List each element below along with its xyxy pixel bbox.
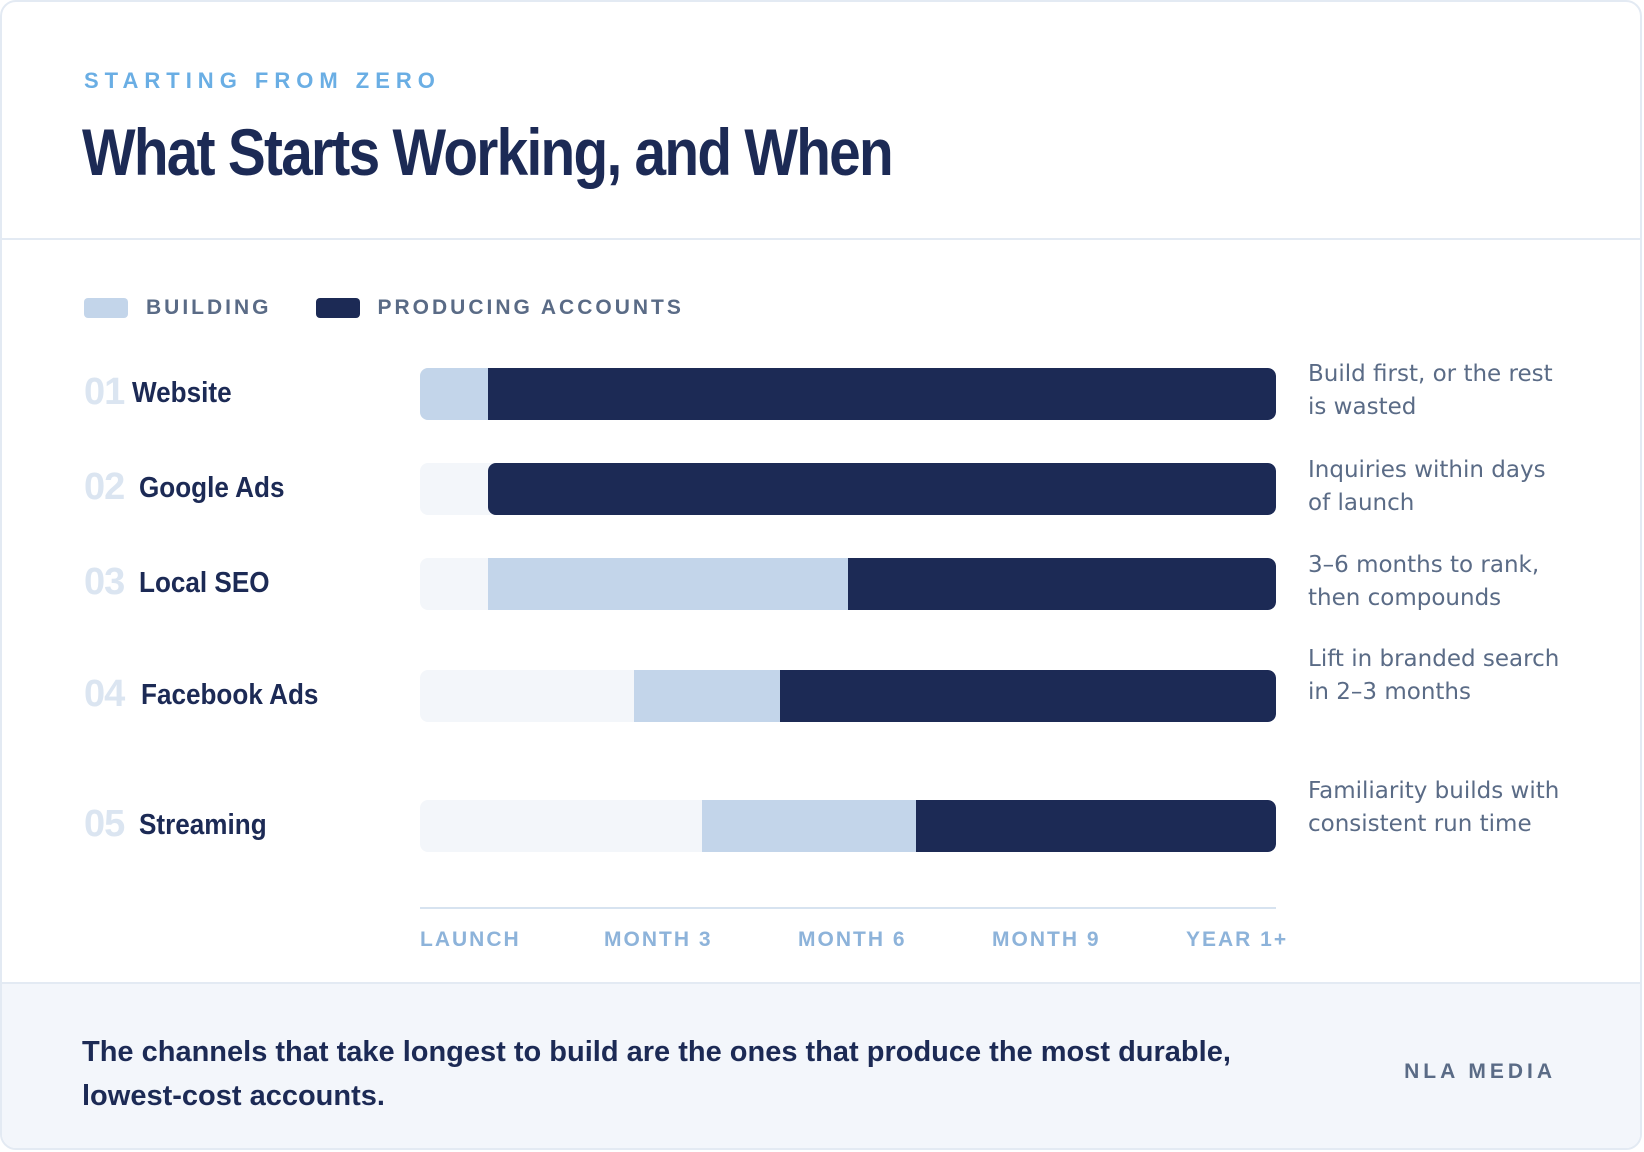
footer-takeaway: The channels that take longest to build …	[82, 1036, 1231, 1112]
legend-label-producing: PRODUCING ACCOUNTS	[377, 296, 684, 319]
legend: BUILDING PRODUCING ACCOUNTS	[84, 296, 728, 320]
legend-swatch-producing	[315, 298, 360, 318]
row-channel-name: Google Ads	[139, 472, 285, 504]
bar-track	[420, 463, 1276, 515]
bar-segment-producing	[780, 670, 1276, 722]
bar-segment-building	[634, 670, 781, 722]
row-number: 02	[84, 466, 125, 508]
footer: The channels that take longest to build …	[2, 982, 1640, 1148]
row-note: Lift in branded search in 2–3 months	[1308, 646, 1560, 705]
bar-segment-producing	[487, 463, 1276, 515]
row-note: 3–6 months to rank, then compounds	[1308, 552, 1540, 611]
bar-segment-producing	[487, 368, 1276, 420]
bar-segment-producing	[915, 800, 1276, 852]
bar-segment-producing	[848, 558, 1276, 610]
bar-segment-building	[487, 558, 848, 610]
legend-item-producing: PRODUCING ACCOUNTS	[315, 296, 684, 320]
row-note: Inquiries within days of launch	[1308, 457, 1546, 516]
legend-swatch-building	[84, 298, 128, 318]
bar-track	[420, 558, 1276, 610]
legend-label-building: BUILDING	[146, 296, 272, 319]
row-channel-name: Facebook Ads	[141, 679, 319, 711]
x-axis-line	[420, 907, 1276, 909]
bar-track	[420, 800, 1276, 852]
brand-label: NLA MEDIA	[1404, 1060, 1556, 1083]
row-channel-name: Website	[132, 377, 232, 409]
header-divider	[2, 238, 1640, 240]
bar-track	[420, 368, 1276, 420]
x-tick-label: MONTH 9	[992, 928, 1101, 951]
x-tick-label: YEAR 1+	[1186, 928, 1289, 951]
row-number: 05	[84, 803, 125, 845]
x-tick-label: MONTH 3	[604, 928, 713, 951]
x-tick-label: MONTH 6	[798, 928, 907, 951]
legend-item-building: BUILDING	[84, 296, 272, 320]
x-tick-label: LAUNCH	[420, 928, 521, 951]
row-number: 03	[84, 561, 125, 603]
bar-segment-building	[420, 368, 488, 420]
bar-track	[420, 670, 1276, 722]
row-number: 01	[84, 371, 125, 413]
row-note: Build first, or the rest is wasted	[1308, 361, 1553, 420]
bar-segment-building	[701, 800, 916, 852]
row-channel-name: Local SEO	[139, 567, 270, 599]
row-note: Familiarity builds with consistent run t…	[1308, 778, 1560, 837]
chart-title: What Starts Working, and When	[82, 115, 894, 189]
eyebrow-label: STARTING FROM ZERO	[84, 68, 441, 93]
row-number: 04	[84, 673, 125, 715]
row-channel-name: Streaming	[139, 809, 267, 841]
